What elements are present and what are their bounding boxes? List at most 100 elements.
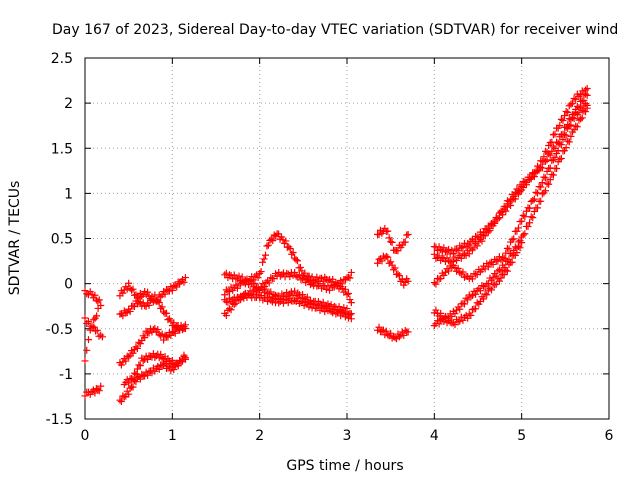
data-point xyxy=(338,280,346,288)
data-point xyxy=(457,254,465,262)
x-tick-label: 3 xyxy=(343,428,352,444)
data-point xyxy=(254,274,262,282)
data-point xyxy=(245,281,253,289)
data-point xyxy=(486,284,494,292)
data-point xyxy=(294,257,302,265)
data-point xyxy=(483,291,491,299)
data-point xyxy=(481,290,489,298)
data-point xyxy=(435,320,443,328)
data-point xyxy=(559,135,567,143)
data-point xyxy=(173,360,181,368)
data-point xyxy=(94,304,102,312)
data-point xyxy=(157,350,165,358)
data-point xyxy=(461,300,469,308)
series-track-a3 xyxy=(81,304,102,365)
data-point xyxy=(456,317,464,325)
data-point xyxy=(404,230,412,238)
data-point xyxy=(480,295,488,303)
x-tick-label: 6 xyxy=(605,428,614,444)
data-point xyxy=(519,231,527,239)
data-point xyxy=(141,334,149,342)
data-point xyxy=(276,272,284,280)
data-point xyxy=(462,294,470,302)
data-point xyxy=(583,104,591,112)
x-axis-label: GPS time / hours xyxy=(286,458,403,474)
data-point xyxy=(568,99,576,107)
data-point xyxy=(453,245,461,253)
data-point xyxy=(503,197,511,205)
data-point xyxy=(530,173,538,181)
data-point xyxy=(484,228,492,236)
data-point xyxy=(133,344,141,352)
data-point xyxy=(254,291,262,299)
data-point xyxy=(122,357,130,365)
data-point xyxy=(327,301,335,309)
data-point xyxy=(570,114,578,122)
data-point xyxy=(225,305,233,313)
data-point xyxy=(516,244,524,252)
data-point xyxy=(340,310,348,318)
data-point xyxy=(136,362,144,370)
data-point xyxy=(546,151,554,159)
data-point xyxy=(330,306,338,314)
data-point xyxy=(97,331,105,339)
data-point xyxy=(562,131,570,139)
data-point xyxy=(347,268,355,276)
data-point xyxy=(283,288,291,296)
data-point xyxy=(572,122,580,130)
data-point xyxy=(343,291,351,299)
data-point xyxy=(575,92,583,100)
data-point xyxy=(502,266,510,274)
data-point xyxy=(538,190,546,198)
data-point xyxy=(491,281,499,289)
data-point xyxy=(456,305,464,313)
data-point xyxy=(170,319,178,327)
data-point xyxy=(297,276,305,284)
data-point xyxy=(400,331,408,339)
data-point xyxy=(582,100,590,108)
data-point xyxy=(545,180,553,188)
data-point xyxy=(440,314,448,322)
data-point xyxy=(151,291,159,299)
data-point xyxy=(129,383,137,391)
x-tick-label: 4 xyxy=(430,428,439,444)
data-point xyxy=(129,349,137,357)
data-point xyxy=(94,297,102,305)
data-point xyxy=(557,141,565,149)
y-tick-label: 2 xyxy=(64,96,73,112)
data-point xyxy=(261,251,269,259)
data-point xyxy=(391,264,399,272)
data-point xyxy=(160,336,168,344)
data-point xyxy=(286,245,294,253)
data-point xyxy=(511,188,519,196)
data-point xyxy=(494,257,502,265)
data-point xyxy=(302,279,310,287)
data-point xyxy=(468,291,476,299)
y-tick-label: 2.5 xyxy=(51,51,73,67)
data-point xyxy=(549,171,557,179)
data-point xyxy=(346,311,354,319)
data-point xyxy=(562,144,570,152)
series-track-c4 xyxy=(221,289,355,323)
data-point xyxy=(130,369,138,377)
data-point xyxy=(295,271,303,279)
data-point xyxy=(126,307,134,315)
data-point xyxy=(382,252,390,260)
data-point xyxy=(84,317,92,325)
data-point xyxy=(395,333,403,341)
data-point xyxy=(257,268,265,276)
data-point xyxy=(120,393,128,401)
data-point xyxy=(534,189,542,197)
data-point xyxy=(529,196,537,204)
data-point xyxy=(388,238,396,246)
data-point xyxy=(306,281,314,289)
data-point xyxy=(561,112,569,120)
data-point xyxy=(540,173,548,181)
x-tick-label: 5 xyxy=(517,428,526,444)
data-point xyxy=(125,279,133,287)
data-point xyxy=(476,235,484,243)
data-point xyxy=(519,211,527,219)
series-track-b2 xyxy=(116,291,189,334)
data-point xyxy=(291,268,299,276)
data-point xyxy=(514,187,522,195)
